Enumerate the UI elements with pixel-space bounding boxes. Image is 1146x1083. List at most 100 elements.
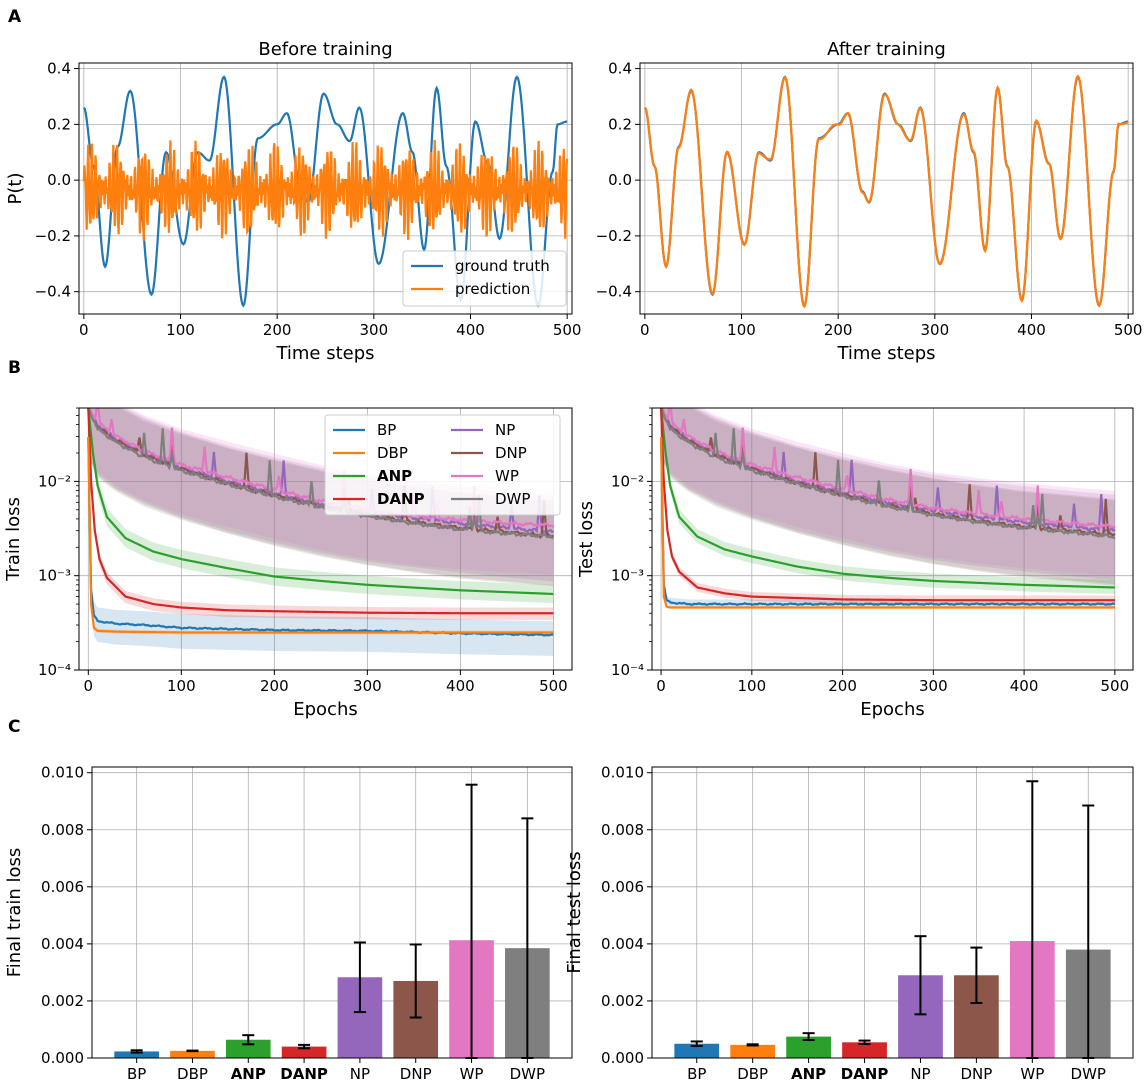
y-tick-label: 0.006 [601,878,644,896]
b_test-x-label: Epochs [860,699,925,720]
y-tick-label: 0.004 [41,935,84,953]
legend-a: ground truth prediction [402,250,567,307]
x-tick-label: 0 [656,677,666,695]
x-tick-label: 500 [1101,677,1130,695]
y-tick-label: 0.010 [41,764,84,782]
b_test-series-bp [659,437,1115,607]
x-tick-label: NP [910,1065,930,1083]
b_test-series-anp [659,408,1115,589]
y-tick-label: 10⁻³ [611,567,644,585]
panel-letter-b: B [8,358,21,378]
x-tick-label: DNP [960,1065,992,1083]
x-tick-label: DANP [280,1065,328,1083]
b_test-x-axis: 0 100 200 300 400 500 Epochs [656,408,1129,720]
y-tick-label: 0.0 [608,171,632,189]
y-tick-label: −0.4 [35,283,71,301]
x-tick-label: 100 [727,321,756,339]
c_train-y-label: Final train loss [4,848,25,978]
x-tick-label: 500 [1114,321,1143,339]
a_before-x-label: Time steps [275,343,374,364]
x-tick-label: 0 [84,677,94,695]
x-tick-label: WP [1020,1065,1044,1083]
y-tick-label: 0.004 [601,935,644,953]
x-tick-label: DWP [510,1065,545,1083]
c_train-bar-bp [114,1051,159,1058]
x-tick-label: 300 [360,321,389,339]
a_before-series-ground-truth [82,75,568,308]
legend-label: prediction [455,280,530,298]
a_after-title: After training [827,39,946,60]
x-tick-label: 300 [919,677,948,695]
x-tick-label: NP [350,1065,370,1083]
y-tick-label: 0.2 [47,115,71,133]
y-tick-label: 0.006 [41,878,84,896]
x-tick-label: 400 [446,677,475,695]
b_train-series-dbp [87,436,554,634]
y-tick-label: 0.008 [601,821,644,839]
x-tick-label: 100 [738,677,767,695]
b_train-series-danp [87,408,554,615]
y-tick-label: 0.2 [608,115,632,133]
y-tick-label: 10⁻⁴ [611,661,644,679]
b_test-frame [651,407,1134,671]
legend-label: WP [495,467,519,485]
legend-label: DWP [495,490,530,508]
y-tick-label: 0.0 [47,171,71,189]
b_test-series-danp [659,408,1115,602]
y-tick-label: 0.000 [601,1049,644,1067]
x-tick-label: 0 [640,321,650,339]
x-tick-label: DNP [400,1065,432,1083]
x-tick-label: 100 [167,677,196,695]
x-tick-label: DBP [737,1065,768,1083]
x-tick-label: 300 [921,321,950,339]
c_train-frame [91,766,573,1059]
y-tick-label: 0.010 [601,764,644,782]
b_train-band-anp [88,408,554,604]
y-tick-label: 0.002 [41,992,84,1010]
c_test-axes: 0.000 0.002 0.004 0.006 0.008 0.010 BP DBP ANP DA… [564,764,1133,1083]
panel-letter-a: A [8,7,22,27]
legend-label: DNP [495,444,527,462]
x-tick-label: 500 [539,677,568,695]
x-tick-label: 200 [824,321,853,339]
panel-letter-c: C [8,717,20,737]
x-tick-label: DWP [1071,1065,1106,1083]
c_train-bar-dbp [170,1050,215,1058]
c_train-bar-anp [225,1039,271,1058]
a_after-plot-area [643,74,1129,309]
y-tick-label: 10⁻³ [38,567,71,585]
c_test-bar-danp [842,1042,887,1058]
x-tick-label: 400 [1017,321,1046,339]
y-tick-label: 0.008 [41,821,84,839]
x-tick-label: 200 [263,321,292,339]
x-tick-label: ANP [791,1065,826,1083]
legend-box [402,250,567,307]
x-tick-label: 300 [353,677,382,695]
x-tick-label: 400 [1010,677,1039,695]
c_test-frame [651,766,1134,1059]
legend-box [324,414,561,516]
y-tick-label: 0.4 [608,60,632,78]
a_before-frame [78,62,573,315]
y-tick-label: −0.2 [35,227,71,245]
y-tick-label: 10⁻² [611,472,644,490]
b_test-series-wp [660,408,1116,530]
c_test-bar-dbp [730,1044,776,1058]
x-tick-label: 400 [456,321,485,339]
c_test-bar-bp [674,1043,720,1058]
legend-label: ANP [377,467,412,485]
legend-label: DBP [377,444,408,462]
legend-b: BP DBP ANP DANP NP DNP WP DWP [324,414,561,516]
y-tick-label: 0.000 [41,1049,84,1067]
a_after-x-axis: 0 100 200 300 400 500 Time steps [640,63,1142,364]
a_after-x-label: Time steps [836,343,935,364]
y-tick-label: −0.4 [596,283,632,301]
x-tick-label: BP [687,1065,706,1083]
a_after-y-axis: −0.4 −0.2 0.0 0.2 0.4 [596,60,1133,301]
y-tick-label: −0.2 [596,227,632,245]
a_before-y-label: P(t) [5,173,26,205]
b_test-series-dwp [660,408,1116,540]
y-tick-label: 0.4 [47,60,71,78]
b_test-plot-area [659,408,1116,609]
x-tick-label: 100 [166,321,195,339]
